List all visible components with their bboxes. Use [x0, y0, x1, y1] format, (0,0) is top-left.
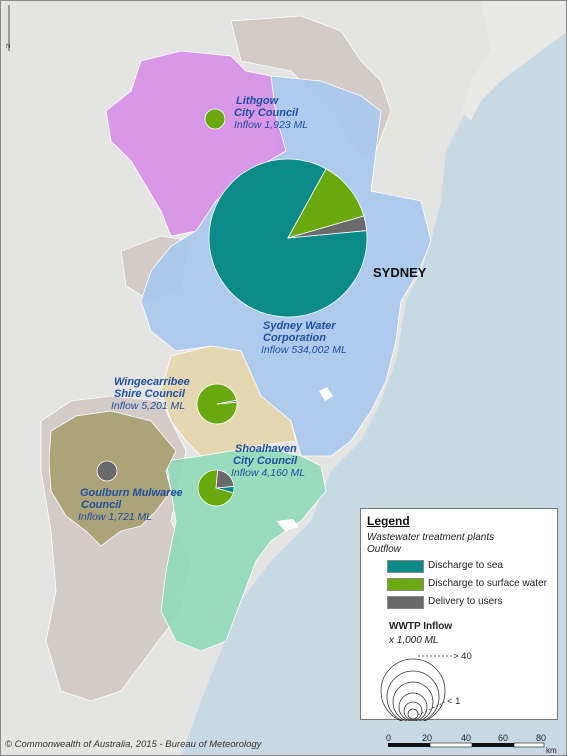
legend-subtitle-1: Wastewater treatment plants	[367, 532, 495, 543]
legend-size-circles: > 40 < 1	[380, 651, 472, 721]
scale-tick-60: 60	[498, 733, 508, 743]
legend-subtitle-2: Outflow	[367, 544, 401, 555]
pie-slice-users	[96, 460, 118, 482]
bay	[276, 519, 299, 531]
shoalhaven-inflow: Inflow 4,160 ML	[231, 467, 305, 479]
north-label: N	[6, 44, 10, 50]
legend-panel: Legend Wastewater treatment plants Outfl…	[360, 508, 558, 721]
goulburn-name-1: Goulburn Mulwaree	[80, 487, 183, 499]
scale-tick-0: 0	[386, 733, 391, 743]
copyright-credit: © Commonwealth of Australia, 2015 - Bure…	[5, 739, 262, 750]
legend-inflow-unit: x 1,000 ML	[389, 635, 439, 646]
legend-inflow-title: WWTP Inflow	[389, 621, 453, 632]
size-leader-min	[417, 700, 448, 716]
goulburn-inflow: Inflow 1,721 ML	[78, 511, 152, 523]
legend-title: Legend	[367, 514, 410, 528]
pie-slice-users	[216, 399, 238, 405]
size-circle-3	[392, 681, 434, 721]
pie-sydney-water[interactable]	[208, 158, 368, 318]
legend-label-surface: Discharge to surface water	[428, 578, 547, 589]
size-label-min: < 1	[447, 696, 460, 707]
pie-slice-users	[215, 469, 235, 489]
size-circle-1	[380, 658, 446, 721]
pie-slice-surface	[204, 108, 226, 130]
region-lithgow[interactable]	[105, 50, 287, 237]
region-other-councils[interactable]	[40, 15, 392, 702]
legend-label-sea: Discharge to sea	[428, 560, 504, 571]
pie-goulburn[interactable]	[96, 460, 118, 482]
lithgow-name-1: Lithgow	[236, 95, 280, 107]
wingecarribee-name-2: Shire Council	[114, 388, 186, 400]
scale-unit: km	[546, 746, 557, 755]
scale-tick-20: 20	[422, 733, 432, 743]
size-circle-2	[386, 670, 440, 721]
shoalhaven-name-2: City Council	[233, 455, 298, 467]
wingecarribee-inflow: Inflow 5,201 ML	[111, 400, 185, 412]
scale-tick-40: 40	[461, 733, 471, 743]
legend-swatch-sea	[387, 560, 424, 573]
sydney-water-inflow: Inflow 534,002 ML	[261, 344, 347, 356]
size-circle-4	[398, 692, 428, 721]
size-circle-6	[407, 708, 419, 720]
north-arrow-icon: N	[6, 5, 10, 51]
wingecarribee-name-1: Wingecarribee	[114, 376, 190, 388]
pie-shoalhaven[interactable]	[197, 469, 235, 507]
land-north	[461, 1, 566, 121]
pie-lithgow[interactable]	[204, 108, 226, 130]
lake	[319, 387, 333, 401]
pie-slice-surface	[287, 168, 365, 239]
pie-slice-surface	[196, 383, 238, 425]
size-label-max: > 40	[453, 651, 472, 662]
shoalhaven-name-1: Shoalhaven	[235, 443, 297, 455]
lithgow-name-2: City Council	[234, 107, 299, 119]
sydney-water-name-1: Sydney Water	[263, 320, 336, 332]
scale-tick-80: 80	[536, 733, 546, 743]
city-label-sydney: SYDNEY	[373, 265, 427, 280]
scale-bar: 0 20 40 60 80 km	[386, 733, 557, 755]
lithgow-inflow: Inflow 1,923 ML	[234, 119, 308, 131]
pie-wingecarribee[interactable]	[196, 383, 238, 425]
sydney-water-name-2: Corporation	[263, 332, 326, 344]
legend-swatch-users	[387, 596, 424, 609]
legend-label-users: Delivery to users	[428, 596, 503, 607]
goulburn-name-2: Council	[81, 499, 122, 511]
legend-swatch-surface	[387, 578, 424, 591]
pie-slice-users	[287, 215, 368, 239]
size-circle-5	[403, 701, 423, 721]
